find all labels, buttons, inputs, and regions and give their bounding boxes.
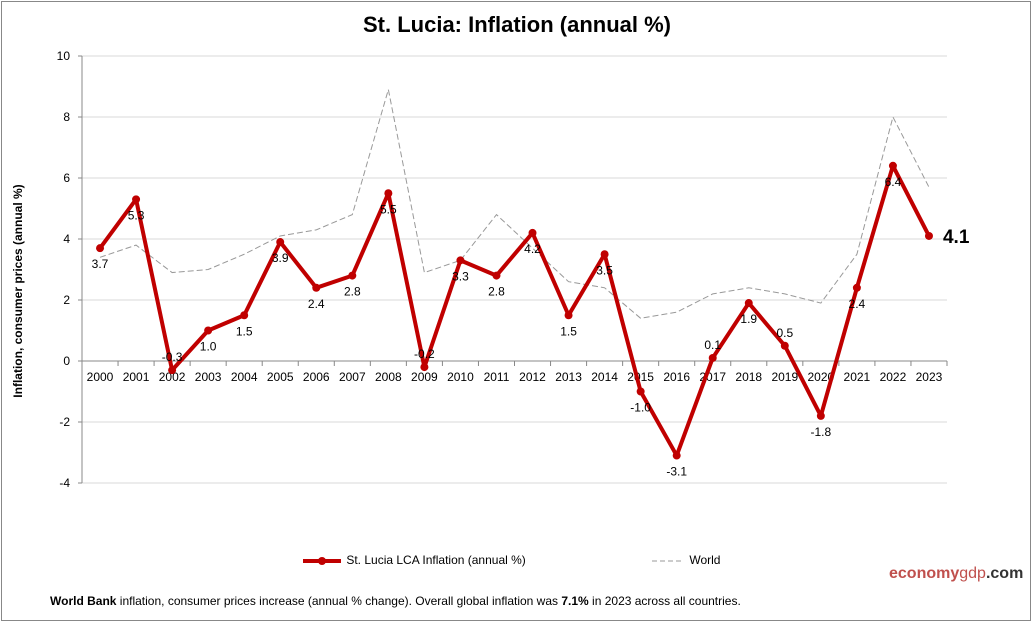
st-lucia-point [456, 256, 465, 265]
st-lucia-point [636, 387, 645, 396]
st-lucia-point [780, 341, 789, 350]
x-tick-label: 2023 [916, 370, 943, 384]
x-tick-label: 2004 [231, 370, 258, 384]
st-lucia-point [276, 238, 285, 247]
brand-logo: economygdp.com [889, 565, 1024, 582]
st-lucia-point [204, 326, 213, 335]
x-tick-label: 2008 [375, 370, 402, 384]
x-tick-label: 2016 [663, 370, 690, 384]
data-label: 2.4 [308, 297, 325, 311]
data-label: 1.5 [560, 324, 577, 338]
st-lucia-point [348, 271, 357, 280]
data-label: 2.8 [344, 285, 361, 299]
x-tick-label: 2009 [411, 370, 438, 384]
st-lucia-point [888, 161, 897, 170]
x-tick-label: 2006 [303, 370, 330, 384]
st-lucia-point [240, 311, 249, 320]
legend-swatch-st-lucia [303, 556, 341, 565]
data-label: 4.2 [524, 242, 541, 256]
data-label: 3.9 [272, 251, 289, 265]
data-label: 3.3 [452, 269, 469, 283]
data-label: 5.3 [128, 208, 145, 222]
st-lucia-point [420, 363, 429, 372]
data-label: 2.8 [488, 285, 505, 299]
y-tick-label: 0 [63, 354, 70, 368]
legend-label-world: World [689, 553, 721, 567]
x-tick-label: 2015 [627, 370, 654, 384]
data-label: 3.5 [596, 263, 613, 277]
data-label: -1.8 [811, 425, 832, 439]
y-tick-label: 2 [63, 293, 70, 307]
legend-item-st-lucia: St. Lucia LCA Inflation (annual %) [303, 553, 526, 568]
data-label: 1.9 [740, 312, 757, 326]
st-lucia-point [168, 366, 177, 375]
data-label: 5.5 [380, 202, 397, 216]
data-label: 0.1 [704, 338, 721, 352]
data-label: 3.7 [92, 257, 109, 271]
x-tick-label: 2003 [195, 370, 222, 384]
x-tick-label: 2007 [339, 370, 366, 384]
x-tick-label: 2021 [844, 370, 871, 384]
data-label: 1.0 [200, 340, 217, 354]
data-label: 2.4 [849, 297, 866, 311]
x-tick-label: 2011 [484, 370, 510, 384]
data-label: -1.0 [630, 401, 651, 415]
x-tick-label: 2013 [555, 370, 582, 384]
legend-label-st-lucia: St. Lucia LCA Inflation (annual %) [346, 553, 526, 567]
x-tick-label: 2002 [159, 370, 186, 384]
legend-item-world: World [652, 553, 720, 568]
st-lucia-point [816, 411, 825, 420]
y-tick-label: -2 [59, 415, 70, 429]
footer-note: World Bank inflation, consumer prices in… [50, 594, 741, 608]
data-label: -0.3 [162, 350, 183, 364]
y-tick-label: 8 [63, 110, 70, 124]
x-tick-label: 2018 [735, 370, 762, 384]
st-lucia-point [924, 231, 933, 240]
st-lucia-line [98, 163, 931, 458]
data-label: 1.5 [236, 324, 253, 338]
st-lucia-point [672, 451, 681, 460]
x-tick-label: 2000 [87, 370, 114, 384]
x-tick-label: 2022 [880, 370, 907, 384]
st-lucia-point [852, 283, 861, 292]
y-tick-label: -4 [59, 476, 70, 490]
x-tick-label: 2014 [591, 370, 618, 384]
data-label: 6.4 [885, 175, 902, 189]
st-lucia-point [96, 244, 105, 253]
x-tick-label: 2010 [447, 370, 474, 384]
st-lucia-point [564, 311, 573, 320]
st-lucia-point [312, 283, 321, 292]
x-tick-label: 2001 [123, 370, 150, 384]
legend-swatch-world [652, 560, 684, 562]
last-value-label: 4.1 [943, 227, 970, 248]
data-label: -3.1 [666, 465, 687, 479]
st-lucia-point [744, 299, 753, 308]
world-line [99, 89, 930, 319]
y-tick-label: 6 [63, 171, 70, 185]
x-tick-label: 2012 [519, 370, 546, 384]
data-label: 0.5 [776, 326, 793, 340]
st-lucia-point [384, 189, 393, 198]
st-lucia-point [600, 250, 609, 259]
x-tick-label: 2020 [808, 370, 835, 384]
x-tick-label: 2005 [267, 370, 294, 384]
chart-title: St. Lucia: Inflation (annual %) [363, 12, 671, 37]
st-lucia-point [528, 228, 537, 237]
y-tick-label: 4 [63, 232, 70, 246]
y-tick-label: 10 [57, 49, 71, 63]
st-lucia-point [492, 271, 501, 280]
x-tick-label: 2019 [771, 370, 798, 384]
data-label: -0.2 [414, 347, 435, 361]
st-lucia-point [708, 353, 717, 362]
st-lucia-point [132, 195, 141, 204]
